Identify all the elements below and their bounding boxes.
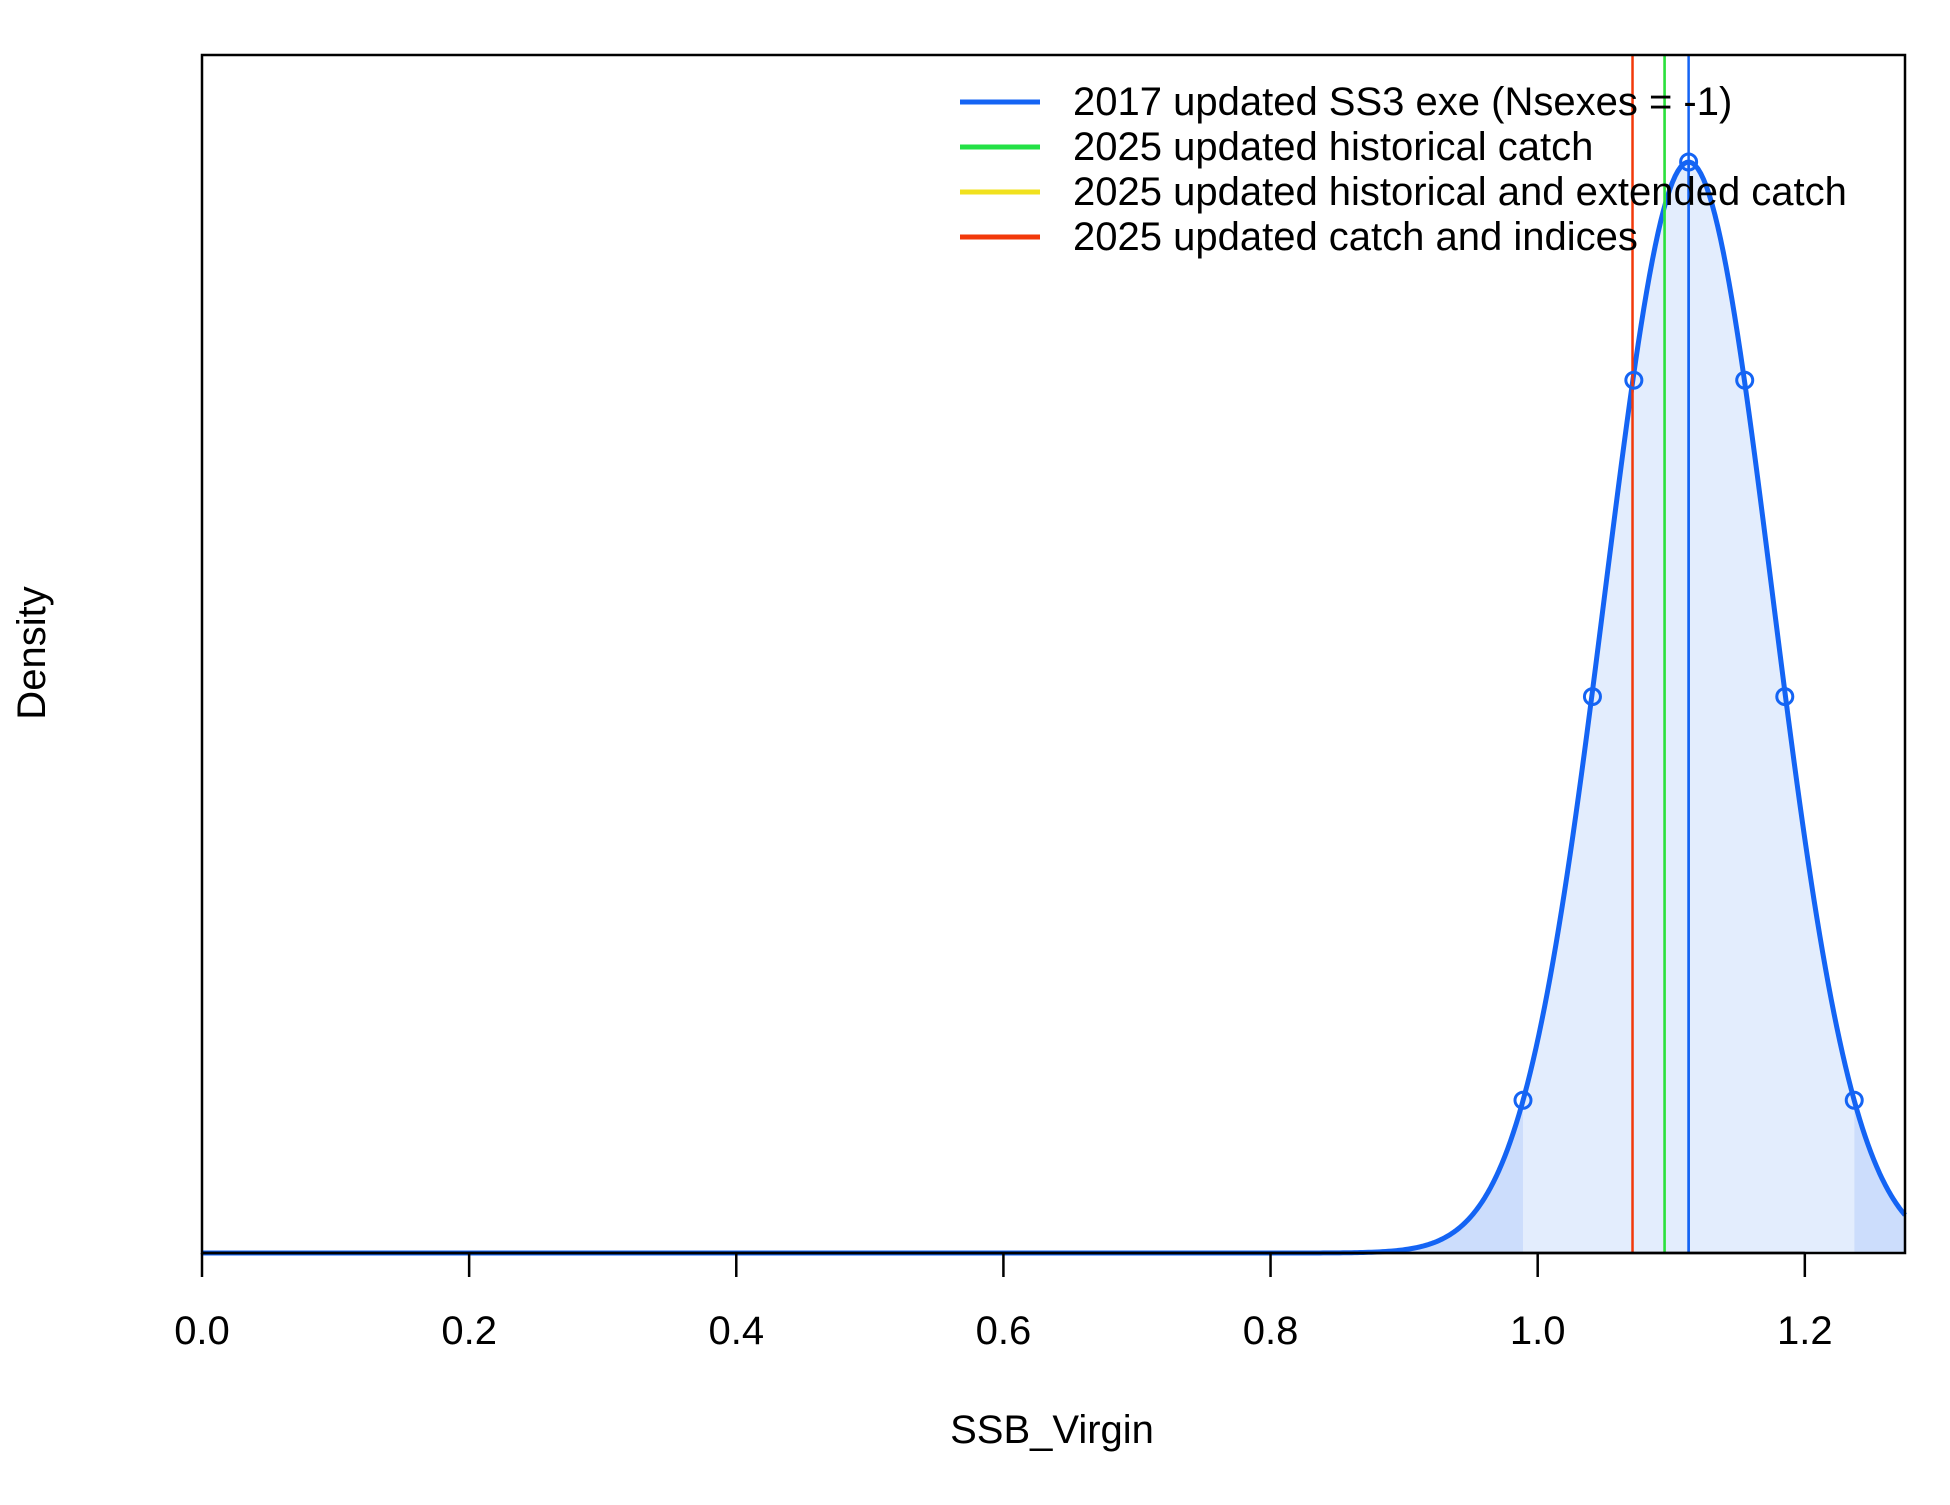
x-tick-label-2: 0.4 — [708, 1309, 764, 1353]
y-axis-label: Density — [10, 586, 54, 719]
x-tick-label-5: 1.0 — [1510, 1309, 1566, 1353]
quantile-point-3 — [1679, 152, 1699, 172]
legend-label-3: 2025 updated catch and indices — [1073, 215, 1638, 259]
density-fill-lower-tail — [1337, 1100, 1523, 1253]
legend: 2017 updated SS3 exe (Nsexes = -1)2025 u… — [960, 80, 1847, 259]
legend-label-0: 2017 updated SS3 exe (Nsexes = -1) — [1073, 80, 1732, 124]
quantile-points-layer — [1513, 152, 1864, 1110]
legend-label-2: 2025 updated historical and extended cat… — [1073, 170, 1847, 214]
quantile-point-2 — [1624, 370, 1644, 390]
quantile-point-6 — [1844, 1090, 1864, 1110]
x-tick-label-1: 0.2 — [441, 1309, 497, 1353]
x-tick-label-3: 0.6 — [976, 1309, 1032, 1353]
x-tick-label-6: 1.2 — [1777, 1309, 1833, 1353]
legend-label-1: 2025 updated historical catch — [1073, 125, 1593, 169]
quantile-point-0 — [1513, 1090, 1533, 1110]
x-axis: 0.0 0.2 0.4 0.6 0.8 1.0 1.2 — [174, 1251, 1833, 1353]
quantile-point-4 — [1735, 370, 1755, 390]
x-tick-label-4: 0.8 — [1243, 1309, 1299, 1353]
x-axis-label: SSB_Virgin — [950, 1408, 1154, 1452]
x-tick-label-0: 0.0 — [174, 1309, 230, 1353]
density-fill-layer — [1337, 162, 1905, 1253]
estimate-lines-layer — [1631, 55, 1690, 1253]
quantile-point-1 — [1582, 687, 1602, 707]
quantile-point-5 — [1775, 687, 1795, 707]
